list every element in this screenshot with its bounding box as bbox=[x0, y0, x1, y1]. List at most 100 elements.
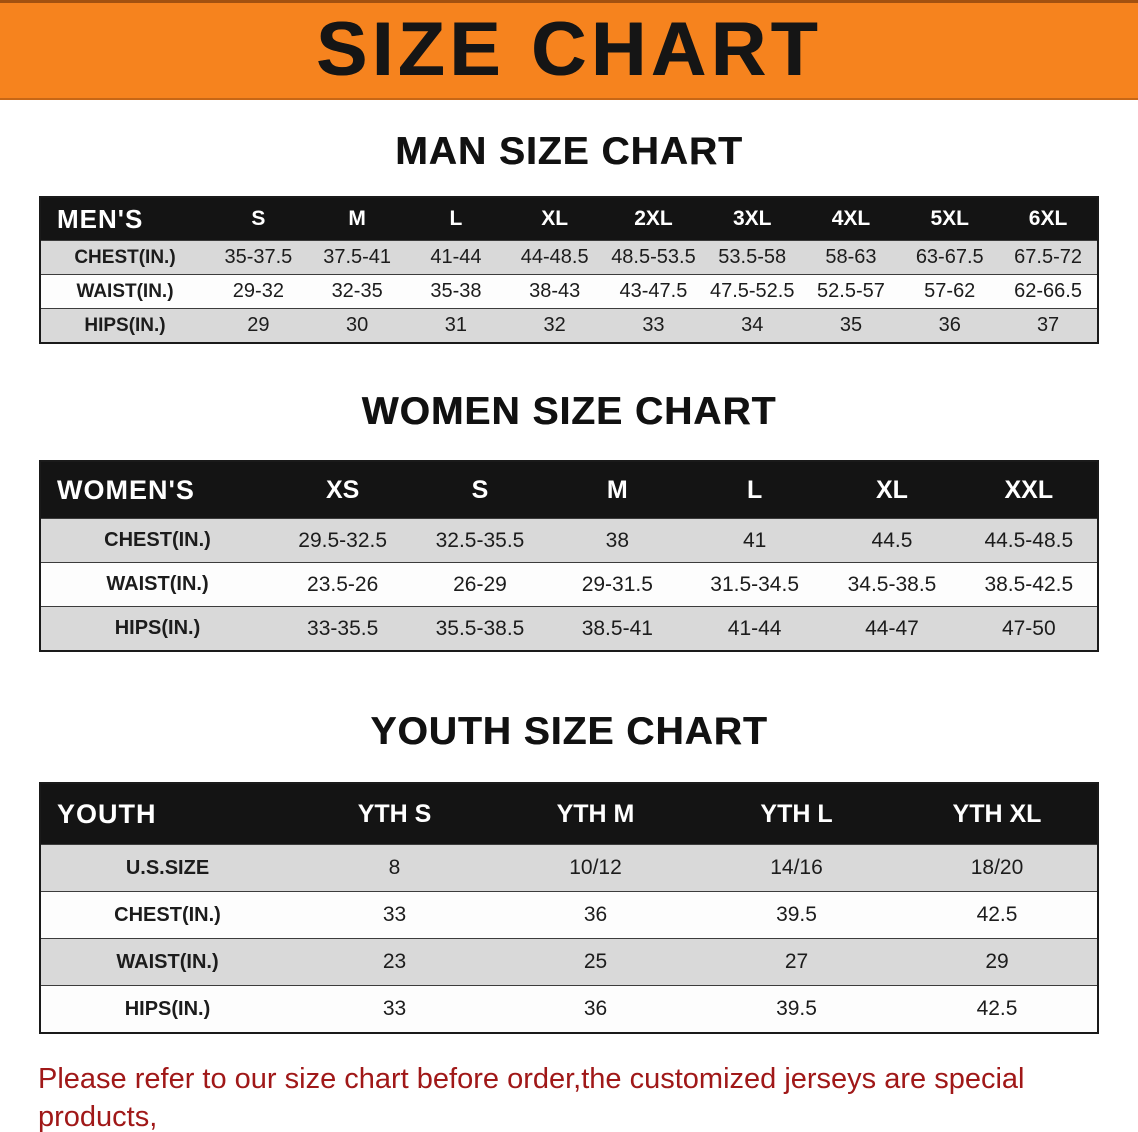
measurement-value-cell: 29-31.5 bbox=[548, 562, 686, 607]
measurement-value-cell: 29 bbox=[209, 308, 308, 344]
measurement-value-cell: 41 bbox=[685, 518, 824, 563]
measurement-value-cell: 67.5-72 bbox=[999, 240, 1098, 275]
women-section-heading: WOMEN SIZE CHART bbox=[361, 390, 777, 433]
measurement-value-cell: 63-67.5 bbox=[900, 240, 1000, 275]
table-row: CHEST(IN.) 35-37.5 37.5-41 41-44 44-48.5 48.5… bbox=[40, 240, 1098, 275]
measurement-value-cell: 26-29 bbox=[411, 562, 549, 607]
measurement-value-cell: 44.5-48.5 bbox=[960, 518, 1098, 563]
measurement-label-cell: WAIST(IN.) bbox=[40, 274, 209, 309]
measurement-value-cell: 48.5-53.5 bbox=[604, 240, 703, 275]
measurement-value-cell: 14/16 bbox=[696, 844, 897, 892]
measurement-value-cell: 58-63 bbox=[801, 240, 901, 275]
size-column-header: 5XL bbox=[900, 196, 1000, 241]
table-title-cell: MEN'S bbox=[40, 196, 209, 241]
measurement-value-cell: 27 bbox=[696, 938, 897, 986]
men-size-section: MAN SIZE CHART MEN'S S M L XL 2XL 3XL 4XL 5XL 6XL… bbox=[0, 130, 1138, 344]
size-column-header: M bbox=[548, 460, 686, 519]
measurement-value-cell: 38 bbox=[548, 518, 686, 563]
table-row: CHEST(IN.) 29.5-32.5 32.5-35.5 38 41 44.5 44.5… bbox=[40, 518, 1098, 563]
youth-section-heading: YOUTH SIZE CHART bbox=[370, 710, 768, 753]
measurement-value-cell: 44-48.5 bbox=[505, 240, 605, 275]
youth-size-table: YOUTH YTH S YTH M YTH L YTH XL U.S.SIZE 8 10/12… bbox=[39, 782, 1099, 1034]
measurement-value-cell: 29.5-32.5 bbox=[274, 518, 412, 563]
table-header-row: YOUTH YTH S YTH M YTH L YTH XL bbox=[40, 782, 1098, 845]
women-size-table: WOMEN'S XS S M L XL XXL CHEST(IN.) 29.5-32.5 32.5… bbox=[39, 460, 1099, 652]
size-column-header: YTH M bbox=[495, 782, 696, 845]
size-column-header: 2XL bbox=[604, 196, 703, 241]
women-size-section: WOMEN SIZE CHART WOMEN'S XS S M L XL XXL CHEST(… bbox=[0, 390, 1138, 652]
measurement-label-cell: CHEST(IN.) bbox=[40, 518, 274, 563]
measurement-value-cell: 23.5-26 bbox=[274, 562, 412, 607]
measurement-label-cell: WAIST(IN.) bbox=[40, 562, 274, 607]
measurement-label-cell: CHEST(IN.) bbox=[40, 891, 294, 939]
size-column-header: XL bbox=[505, 196, 605, 241]
measurement-value-cell: 41-44 bbox=[685, 606, 824, 652]
table-row: HIPS(IN.) 33 36 39.5 42.5 bbox=[40, 985, 1098, 1034]
measurement-value-cell: 41-44 bbox=[406, 240, 506, 275]
table-row: WAIST(IN.) 23.5-26 26-29 29-31.5 31.5-34.5 34… bbox=[40, 562, 1098, 607]
measurement-value-cell: 35 bbox=[801, 308, 901, 344]
measurement-label-cell: WAIST(IN.) bbox=[40, 938, 294, 986]
table-header-row: MEN'S S M L XL 2XL 3XL 4XL 5XL 6XL bbox=[40, 196, 1098, 241]
measurement-value-cell: 33 bbox=[294, 985, 495, 1034]
size-column-header: M bbox=[307, 196, 407, 241]
measurement-value-cell: 47-50 bbox=[960, 606, 1098, 652]
table-row: HIPS(IN.) 33-35.5 35.5-38.5 38.5-41 41-44 44-… bbox=[40, 606, 1098, 652]
banner: SIZE CHART bbox=[0, 0, 1138, 100]
measurement-value-cell: 29-32 bbox=[209, 274, 308, 309]
measurement-value-cell: 33 bbox=[604, 308, 703, 344]
men-section-heading: MAN SIZE CHART bbox=[395, 130, 743, 173]
table-title-cell: WOMEN'S bbox=[40, 460, 274, 519]
measurement-value-cell: 34 bbox=[702, 308, 802, 344]
measurement-value-cell: 35.5-38.5 bbox=[411, 606, 549, 652]
size-column-header: XXL bbox=[960, 460, 1098, 519]
measurement-value-cell: 57-62 bbox=[900, 274, 1000, 309]
size-column-header: S bbox=[411, 460, 549, 519]
size-column-header: YTH L bbox=[696, 782, 897, 845]
measurement-value-cell: 42.5 bbox=[897, 891, 1098, 939]
measurement-value-cell: 38.5-42.5 bbox=[960, 562, 1098, 607]
measurement-value-cell: 29 bbox=[897, 938, 1098, 986]
measurement-value-cell: 18/20 bbox=[897, 844, 1098, 892]
measurement-value-cell: 47.5-52.5 bbox=[702, 274, 802, 309]
table-row: U.S.SIZE 8 10/12 14/16 18/20 bbox=[40, 844, 1098, 892]
measurement-value-cell: 43-47.5 bbox=[604, 274, 703, 309]
measurement-value-cell: 62-66.5 bbox=[999, 274, 1098, 309]
size-column-header: L bbox=[685, 460, 824, 519]
size-column-header: L bbox=[406, 196, 506, 241]
table-row: WAIST(IN.) 23 25 27 29 bbox=[40, 938, 1098, 986]
size-column-header: XL bbox=[823, 460, 961, 519]
measurement-value-cell: 23 bbox=[294, 938, 495, 986]
measurement-value-cell: 10/12 bbox=[495, 844, 696, 892]
measurement-value-cell: 35-37.5 bbox=[209, 240, 308, 275]
measurement-value-cell: 32-35 bbox=[307, 274, 407, 309]
youth-size-section: YOUTH SIZE CHART YOUTH YTH S YTH M YTH L YTH… bbox=[0, 710, 1138, 1034]
measurement-label-cell: HIPS(IN.) bbox=[40, 985, 294, 1034]
measurement-label-cell: U.S.SIZE bbox=[40, 844, 294, 892]
measurement-value-cell: 36 bbox=[900, 308, 1000, 344]
measurement-label-cell: HIPS(IN.) bbox=[40, 606, 274, 652]
size-column-header: YTH S bbox=[294, 782, 495, 845]
size-column-header: XS bbox=[274, 460, 412, 519]
men-size-table: MEN'S S M L XL 2XL 3XL 4XL 5XL 6XL CHEST(IN.) 35-37… bbox=[39, 196, 1099, 344]
size-column-header: S bbox=[209, 196, 308, 241]
measurement-value-cell: 37 bbox=[999, 308, 1098, 344]
footer-line-1: Please refer to our size chart before or… bbox=[38, 1063, 1025, 1132]
measurement-value-cell: 32.5-35.5 bbox=[411, 518, 549, 563]
measurement-value-cell: 42.5 bbox=[897, 985, 1098, 1034]
measurement-value-cell: 30 bbox=[307, 308, 407, 344]
footer-note: Please refer to our size chart before or… bbox=[0, 1060, 1138, 1132]
measurement-value-cell: 36 bbox=[495, 985, 696, 1034]
table-row: CHEST(IN.) 33 36 39.5 42.5 bbox=[40, 891, 1098, 939]
measurement-value-cell: 33 bbox=[294, 891, 495, 939]
size-column-header: 4XL bbox=[801, 196, 901, 241]
measurement-value-cell: 8 bbox=[294, 844, 495, 892]
page-title: SIZE CHART bbox=[316, 7, 822, 92]
measurement-value-cell: 44.5 bbox=[823, 518, 961, 563]
measurement-value-cell: 53.5-58 bbox=[702, 240, 802, 275]
table-title-cell: YOUTH bbox=[40, 782, 294, 845]
measurement-value-cell: 36 bbox=[495, 891, 696, 939]
size-column-header: 6XL bbox=[999, 196, 1098, 241]
measurement-value-cell: 31 bbox=[406, 308, 506, 344]
